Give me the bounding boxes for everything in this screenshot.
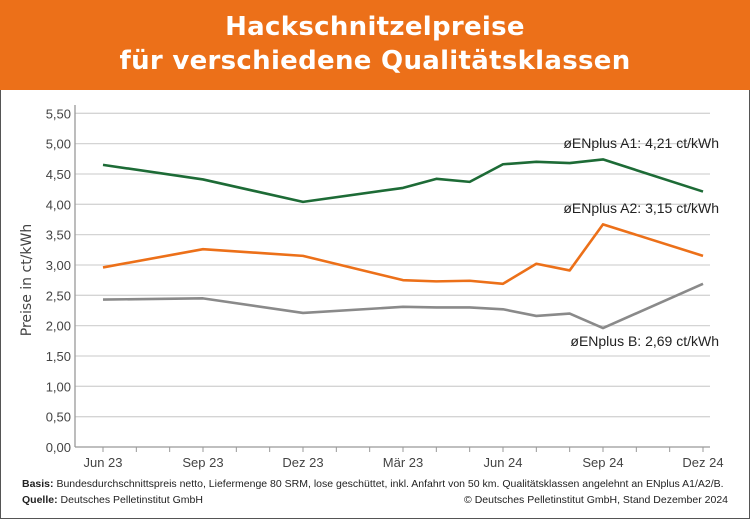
chart-header: Hackschnitzelpreise für verschiedene Qua… bbox=[0, 0, 750, 90]
x-tick-label: Dez 23 bbox=[282, 455, 323, 470]
y-tick-label: 2,50 bbox=[46, 288, 71, 303]
y-tick-label: 5,00 bbox=[46, 137, 71, 152]
series-annotation: øENplus A2: 3,15 ct/kWh bbox=[563, 200, 719, 216]
series-annotation: øENplus B: 2,69 ct/kWh bbox=[570, 333, 719, 349]
y-tick-label: 2,00 bbox=[46, 319, 71, 334]
x-tick-label: Jun 23 bbox=[83, 455, 122, 470]
y-tick-label: 4,50 bbox=[46, 167, 71, 182]
chart-title-line2: für verschiedene Qualitätsklassen bbox=[119, 46, 631, 76]
y-tick-label: 3,50 bbox=[46, 228, 71, 243]
y-tick-label: 4,00 bbox=[46, 197, 71, 212]
y-tick-label: 1,00 bbox=[46, 379, 71, 394]
x-tick-label: Jun 24 bbox=[483, 455, 522, 470]
y-tick-label: 1,50 bbox=[46, 349, 71, 364]
y-axis-label: Preise in ct/kWh bbox=[19, 224, 35, 336]
basis-text: Bundesdurchschnittspreis netto, Lieferme… bbox=[56, 478, 724, 490]
source-label: Quelle: bbox=[22, 494, 58, 506]
y-tick-label: 3,00 bbox=[46, 258, 71, 273]
footer-source: Quelle: Deutsches Pelletinstitut GmbH © … bbox=[22, 494, 728, 506]
series-line-enplus-b bbox=[102, 282, 704, 330]
source-text: Deutsches Pelletinstitut GmbH bbox=[60, 494, 203, 506]
footer-basis: Basis: Bundesdurchschnittspreis netto, L… bbox=[22, 478, 728, 490]
y-tick-label: 0,00 bbox=[46, 440, 71, 455]
series-line-enplus-a1 bbox=[102, 158, 704, 204]
line-chart: 0,00 0,50 1,00 1,50 2,00 2,50 3,00 3,50 4,00 4,50… bbox=[19, 105, 724, 470]
y-tick-label: 5,50 bbox=[46, 106, 71, 121]
x-tick-label: Mär 23 bbox=[383, 455, 423, 470]
y-tick-label: 0,50 bbox=[46, 410, 71, 425]
series-annotation: øENplus A1: 4,21 ct/kWh bbox=[563, 135, 719, 151]
series-line-enplus-a2 bbox=[102, 223, 704, 286]
x-tick-label: Sep 24 bbox=[582, 455, 623, 470]
chart-title-line1: Hackschnitzelpreise bbox=[225, 12, 525, 42]
copyright-text: © Deutsches Pelletinstitut GmbH, Stand D… bbox=[464, 494, 728, 506]
x-tick-label: Dez 24 bbox=[682, 455, 723, 470]
x-tick-label: Sep 23 bbox=[182, 455, 223, 470]
basis-label: Basis: bbox=[22, 478, 54, 490]
